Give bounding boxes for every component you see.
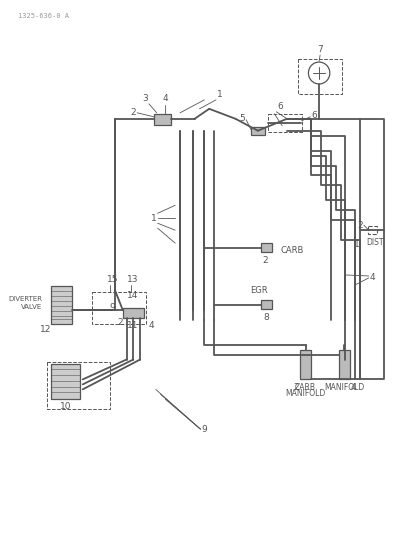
Bar — [299, 350, 310, 379]
Text: 7: 7 — [317, 45, 322, 54]
Text: 4: 4 — [162, 94, 168, 103]
Bar — [260, 243, 272, 252]
Text: 1325-636-0 A: 1325-636-0 A — [18, 13, 68, 19]
Text: 1: 1 — [151, 214, 156, 223]
Text: 4: 4 — [349, 383, 355, 392]
Text: 13: 13 — [126, 275, 138, 284]
Text: 12: 12 — [40, 325, 52, 334]
Bar — [92, 292, 146, 324]
Text: 1: 1 — [216, 90, 222, 99]
Bar — [51, 365, 80, 399]
Text: 4: 4 — [148, 321, 154, 330]
Bar — [267, 114, 301, 132]
Text: 10: 10 — [59, 402, 71, 411]
Text: DIST: DIST — [365, 238, 382, 247]
Text: 2: 2 — [130, 108, 136, 117]
Text: DIVERTER
VALVE: DIVERTER VALVE — [8, 296, 42, 310]
Text: 1: 1 — [353, 240, 359, 248]
Text: 5: 5 — [239, 114, 245, 123]
Bar — [260, 300, 272, 309]
Text: 8: 8 — [263, 313, 269, 322]
Text: 2: 2 — [117, 318, 122, 327]
Text: 6: 6 — [276, 102, 282, 111]
Text: CARB: CARB — [294, 383, 315, 392]
Bar — [367, 226, 377, 234]
Text: 9: 9 — [109, 303, 115, 312]
Bar — [122, 308, 144, 318]
Text: 9: 9 — [201, 425, 207, 434]
Bar — [153, 114, 171, 125]
Bar — [297, 59, 342, 94]
Bar — [51, 286, 72, 324]
Bar — [250, 127, 264, 135]
Text: 11: 11 — [126, 321, 138, 330]
Text: 14: 14 — [126, 292, 137, 301]
Text: MANIFOLD: MANIFOLD — [285, 389, 325, 398]
Text: 15: 15 — [107, 275, 118, 284]
Text: CARB: CARB — [279, 246, 303, 255]
Text: 2: 2 — [292, 383, 298, 392]
Text: 2: 2 — [356, 221, 362, 230]
Bar — [338, 350, 349, 379]
Text: 4: 4 — [369, 273, 374, 282]
Text: 2: 2 — [262, 256, 268, 265]
Text: 6: 6 — [310, 111, 316, 120]
Text: EGR: EGR — [249, 286, 267, 295]
Bar — [47, 361, 110, 409]
Text: MANIFOLD: MANIFOLD — [324, 383, 364, 392]
Text: 3: 3 — [142, 94, 148, 103]
